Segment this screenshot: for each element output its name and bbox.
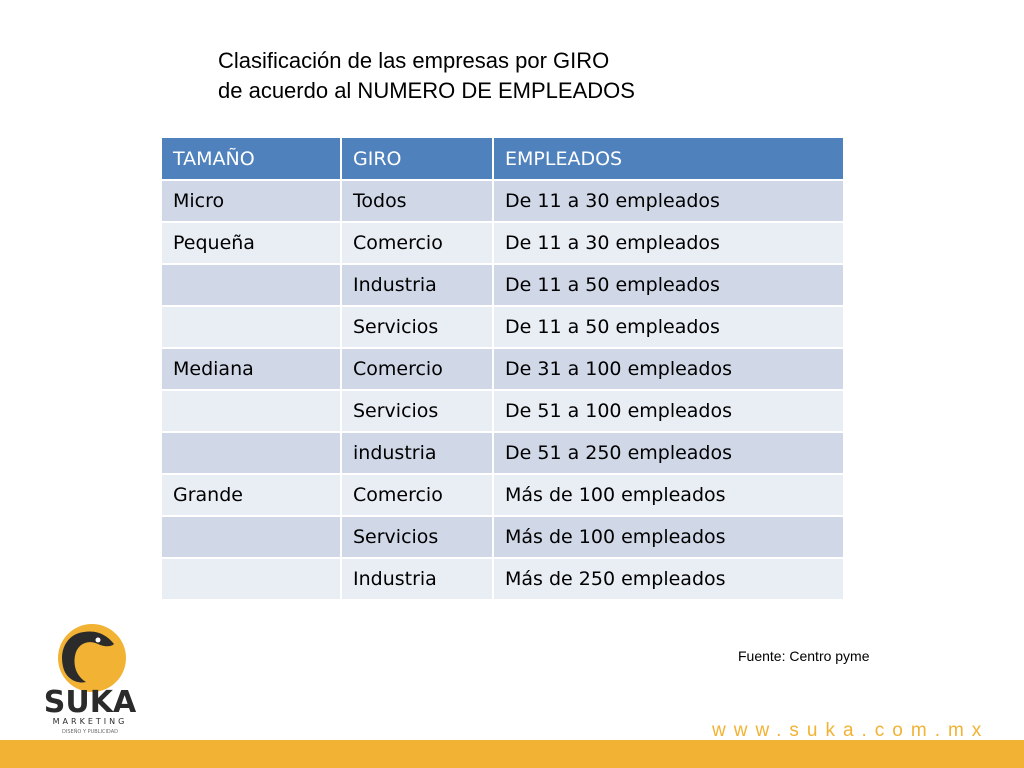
website-url: www.suka.com.mx <box>712 720 990 741</box>
cell-tamano <box>160 305 342 349</box>
title-line-2: de acuerdo al NUMERO DE EMPLEADOS <box>218 78 635 103</box>
cell-empleados: De 11 a 30 empleados <box>492 179 845 223</box>
slide-title: Clasificación de las empresas por GIRO d… <box>218 46 635 106</box>
cell-tamano: Grande <box>160 473 342 517</box>
cell-empleados: Más de 100 empleados <box>492 473 845 517</box>
cell-tamano: Micro <box>160 179 342 223</box>
cell-giro: Industria <box>340 263 494 307</box>
cell-empleados: De 51 a 100 empleados <box>492 389 845 433</box>
logo-subtitle: MARKETING <box>53 717 128 726</box>
table-row: Servicios Más de 100 empleados <box>160 515 845 559</box>
cell-empleados: Más de 250 empleados <box>492 557 845 601</box>
cell-empleados: De 51 a 250 empleados <box>492 431 845 475</box>
cell-giro: Industria <box>340 557 494 601</box>
cell-tamano <box>160 389 342 433</box>
cell-giro: Comercio <box>340 221 494 265</box>
cell-tamano <box>160 431 342 475</box>
cell-tamano <box>160 557 342 601</box>
cell-giro: Servicios <box>340 389 494 433</box>
table-row: industria De 51 a 250 empleados <box>160 431 845 475</box>
table-row: Industria De 11 a 50 empleados <box>160 263 845 307</box>
employee-classification-table: TAMAÑO GIRO EMPLEADOS Micro Todos De 11 … <box>160 136 845 601</box>
table-row: Servicios De 11 a 50 empleados <box>160 305 845 349</box>
table-row: Pequeña Comercio De 11 a 30 empleados <box>160 221 845 265</box>
cell-tamano: Pequeña <box>160 221 342 265</box>
cell-tamano <box>160 515 342 559</box>
suka-logo: SUKA MARKETING DISEÑO Y PUBLICIDAD <box>44 624 137 735</box>
cell-empleados: Más de 100 empleados <box>492 515 845 559</box>
table-row: Servicios De 51 a 100 empleados <box>160 389 845 433</box>
logo-bird-shape <box>62 631 114 683</box>
logo-tagline: DISEÑO Y PUBLICIDAD <box>62 728 118 735</box>
cell-empleados: De 31 a 100 empleados <box>492 347 845 391</box>
cell-giro: Comercio <box>340 347 494 391</box>
cell-empleados: De 11 a 50 empleados <box>492 263 845 307</box>
table-row: Micro Todos De 11 a 30 empleados <box>160 179 845 223</box>
cell-empleados: De 11 a 50 empleados <box>492 305 845 349</box>
cell-empleados: De 11 a 30 empleados <box>492 221 845 265</box>
cell-tamano: Mediana <box>160 347 342 391</box>
logo-bird-eye <box>95 637 101 643</box>
header-tamano: TAMAÑO <box>160 136 342 181</box>
header-empleados: EMPLEADOS <box>492 136 845 181</box>
logo-wordmark: SUKA <box>44 685 137 720</box>
table-header-row: TAMAÑO GIRO EMPLEADOS <box>160 136 845 181</box>
table-row: Grande Comercio Más de 100 empleados <box>160 473 845 517</box>
cell-giro: Servicios <box>340 305 494 349</box>
cell-giro: Servicios <box>340 515 494 559</box>
header-giro: GIRO <box>340 136 494 181</box>
bottom-accent-bar <box>0 740 1024 768</box>
cell-tamano <box>160 263 342 307</box>
source-note: Fuente: Centro pyme <box>738 648 870 664</box>
table-row: Mediana Comercio De 31 a 100 empleados <box>160 347 845 391</box>
table-row: Industria Más de 250 empleados <box>160 557 845 601</box>
title-line-1: Clasificación de las empresas por GIRO <box>218 48 610 73</box>
cell-giro: Comercio <box>340 473 494 517</box>
cell-giro: Todos <box>340 179 494 223</box>
cell-giro: industria <box>340 431 494 475</box>
